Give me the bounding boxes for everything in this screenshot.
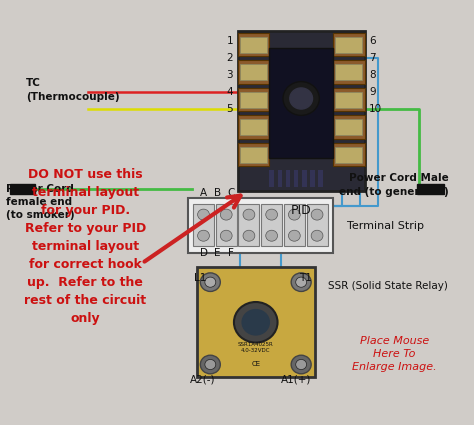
Bar bbox=[216, 204, 237, 246]
Bar bbox=[333, 88, 365, 111]
Bar bbox=[193, 204, 214, 246]
Text: A1(+): A1(+) bbox=[281, 374, 311, 384]
Text: D: D bbox=[200, 248, 208, 258]
Bar bbox=[237, 88, 269, 111]
Text: 7: 7 bbox=[369, 54, 376, 63]
Bar bbox=[240, 119, 267, 135]
Bar bbox=[10, 184, 36, 194]
Bar bbox=[240, 147, 267, 163]
Circle shape bbox=[198, 230, 210, 241]
Circle shape bbox=[205, 277, 216, 287]
Text: 4: 4 bbox=[227, 87, 233, 97]
Text: A2(-): A2(-) bbox=[190, 374, 215, 384]
Bar bbox=[302, 170, 307, 187]
Bar bbox=[240, 92, 267, 108]
Bar bbox=[335, 92, 363, 108]
Bar bbox=[335, 119, 363, 135]
Bar bbox=[333, 143, 365, 166]
Text: 3: 3 bbox=[227, 70, 233, 80]
Bar bbox=[237, 116, 269, 139]
Circle shape bbox=[311, 230, 323, 241]
Circle shape bbox=[266, 209, 278, 220]
Circle shape bbox=[289, 230, 300, 241]
Bar bbox=[417, 184, 444, 194]
Bar bbox=[240, 37, 267, 53]
Bar bbox=[188, 198, 333, 252]
Bar bbox=[237, 31, 365, 191]
Bar bbox=[237, 33, 269, 56]
Circle shape bbox=[220, 230, 232, 241]
Text: CE: CE bbox=[251, 362, 260, 368]
Text: Power Cord Male
end (to generator): Power Cord Male end (to generator) bbox=[339, 173, 449, 197]
Text: F: F bbox=[228, 248, 234, 258]
Bar bbox=[335, 147, 363, 163]
Bar bbox=[307, 204, 328, 246]
Bar bbox=[284, 204, 305, 246]
Text: E: E bbox=[214, 248, 220, 258]
Bar bbox=[238, 204, 259, 246]
Bar bbox=[197, 267, 315, 377]
Circle shape bbox=[291, 273, 311, 292]
Text: 1: 1 bbox=[227, 37, 233, 46]
Bar bbox=[294, 170, 299, 187]
Circle shape bbox=[283, 82, 319, 116]
Bar bbox=[286, 170, 290, 187]
Circle shape bbox=[266, 230, 278, 241]
Text: PID: PID bbox=[291, 204, 311, 217]
Bar bbox=[310, 170, 315, 187]
Text: 2: 2 bbox=[227, 54, 233, 63]
Text: 8: 8 bbox=[369, 70, 376, 80]
Circle shape bbox=[296, 360, 307, 370]
Bar bbox=[278, 170, 282, 187]
Bar bbox=[335, 64, 363, 80]
Circle shape bbox=[201, 355, 220, 374]
Text: B: B bbox=[214, 188, 221, 198]
Text: SSR1A4025R
4.0-32VDC: SSR1A4025R 4.0-32VDC bbox=[238, 342, 273, 353]
Text: T1: T1 bbox=[299, 273, 312, 283]
Bar bbox=[335, 37, 363, 53]
Circle shape bbox=[296, 277, 307, 287]
Text: Place Mouse
Here To
Enlarge Image.: Place Mouse Here To Enlarge Image. bbox=[352, 336, 437, 372]
Text: 10: 10 bbox=[369, 104, 383, 114]
Circle shape bbox=[201, 273, 220, 292]
Circle shape bbox=[220, 209, 232, 220]
Text: Power Cord
female end
(to smoker): Power Cord female end (to smoker) bbox=[6, 184, 74, 220]
Circle shape bbox=[242, 309, 269, 335]
Text: C: C bbox=[227, 188, 235, 198]
Circle shape bbox=[198, 209, 210, 220]
Circle shape bbox=[290, 88, 312, 109]
Bar bbox=[333, 116, 365, 139]
Text: TC
(Thermocouple): TC (Thermocouple) bbox=[27, 79, 120, 102]
Bar bbox=[333, 33, 365, 56]
Text: 6: 6 bbox=[369, 37, 376, 46]
Bar bbox=[237, 143, 269, 166]
Bar bbox=[333, 60, 365, 84]
Bar bbox=[319, 170, 323, 187]
Bar bbox=[261, 204, 282, 246]
Text: 9: 9 bbox=[369, 87, 376, 97]
Circle shape bbox=[243, 230, 255, 241]
Bar bbox=[269, 48, 333, 158]
Bar bbox=[237, 60, 269, 84]
Text: A: A bbox=[200, 188, 207, 198]
Circle shape bbox=[289, 209, 300, 220]
Bar bbox=[269, 170, 274, 187]
Text: DO NOT use this
terminal layout
for your PID.
Refer to your PID
terminal layout
: DO NOT use this terminal layout for your… bbox=[24, 168, 146, 325]
Bar bbox=[240, 64, 267, 80]
Text: SSR (Solid State Relay): SSR (Solid State Relay) bbox=[328, 281, 448, 292]
Circle shape bbox=[311, 209, 323, 220]
Circle shape bbox=[243, 209, 255, 220]
Text: L1: L1 bbox=[194, 273, 207, 283]
Circle shape bbox=[234, 302, 278, 343]
Text: Terminal Strip: Terminal Strip bbox=[346, 221, 424, 231]
Circle shape bbox=[291, 355, 311, 374]
Circle shape bbox=[205, 360, 216, 370]
Text: 5: 5 bbox=[227, 104, 233, 114]
